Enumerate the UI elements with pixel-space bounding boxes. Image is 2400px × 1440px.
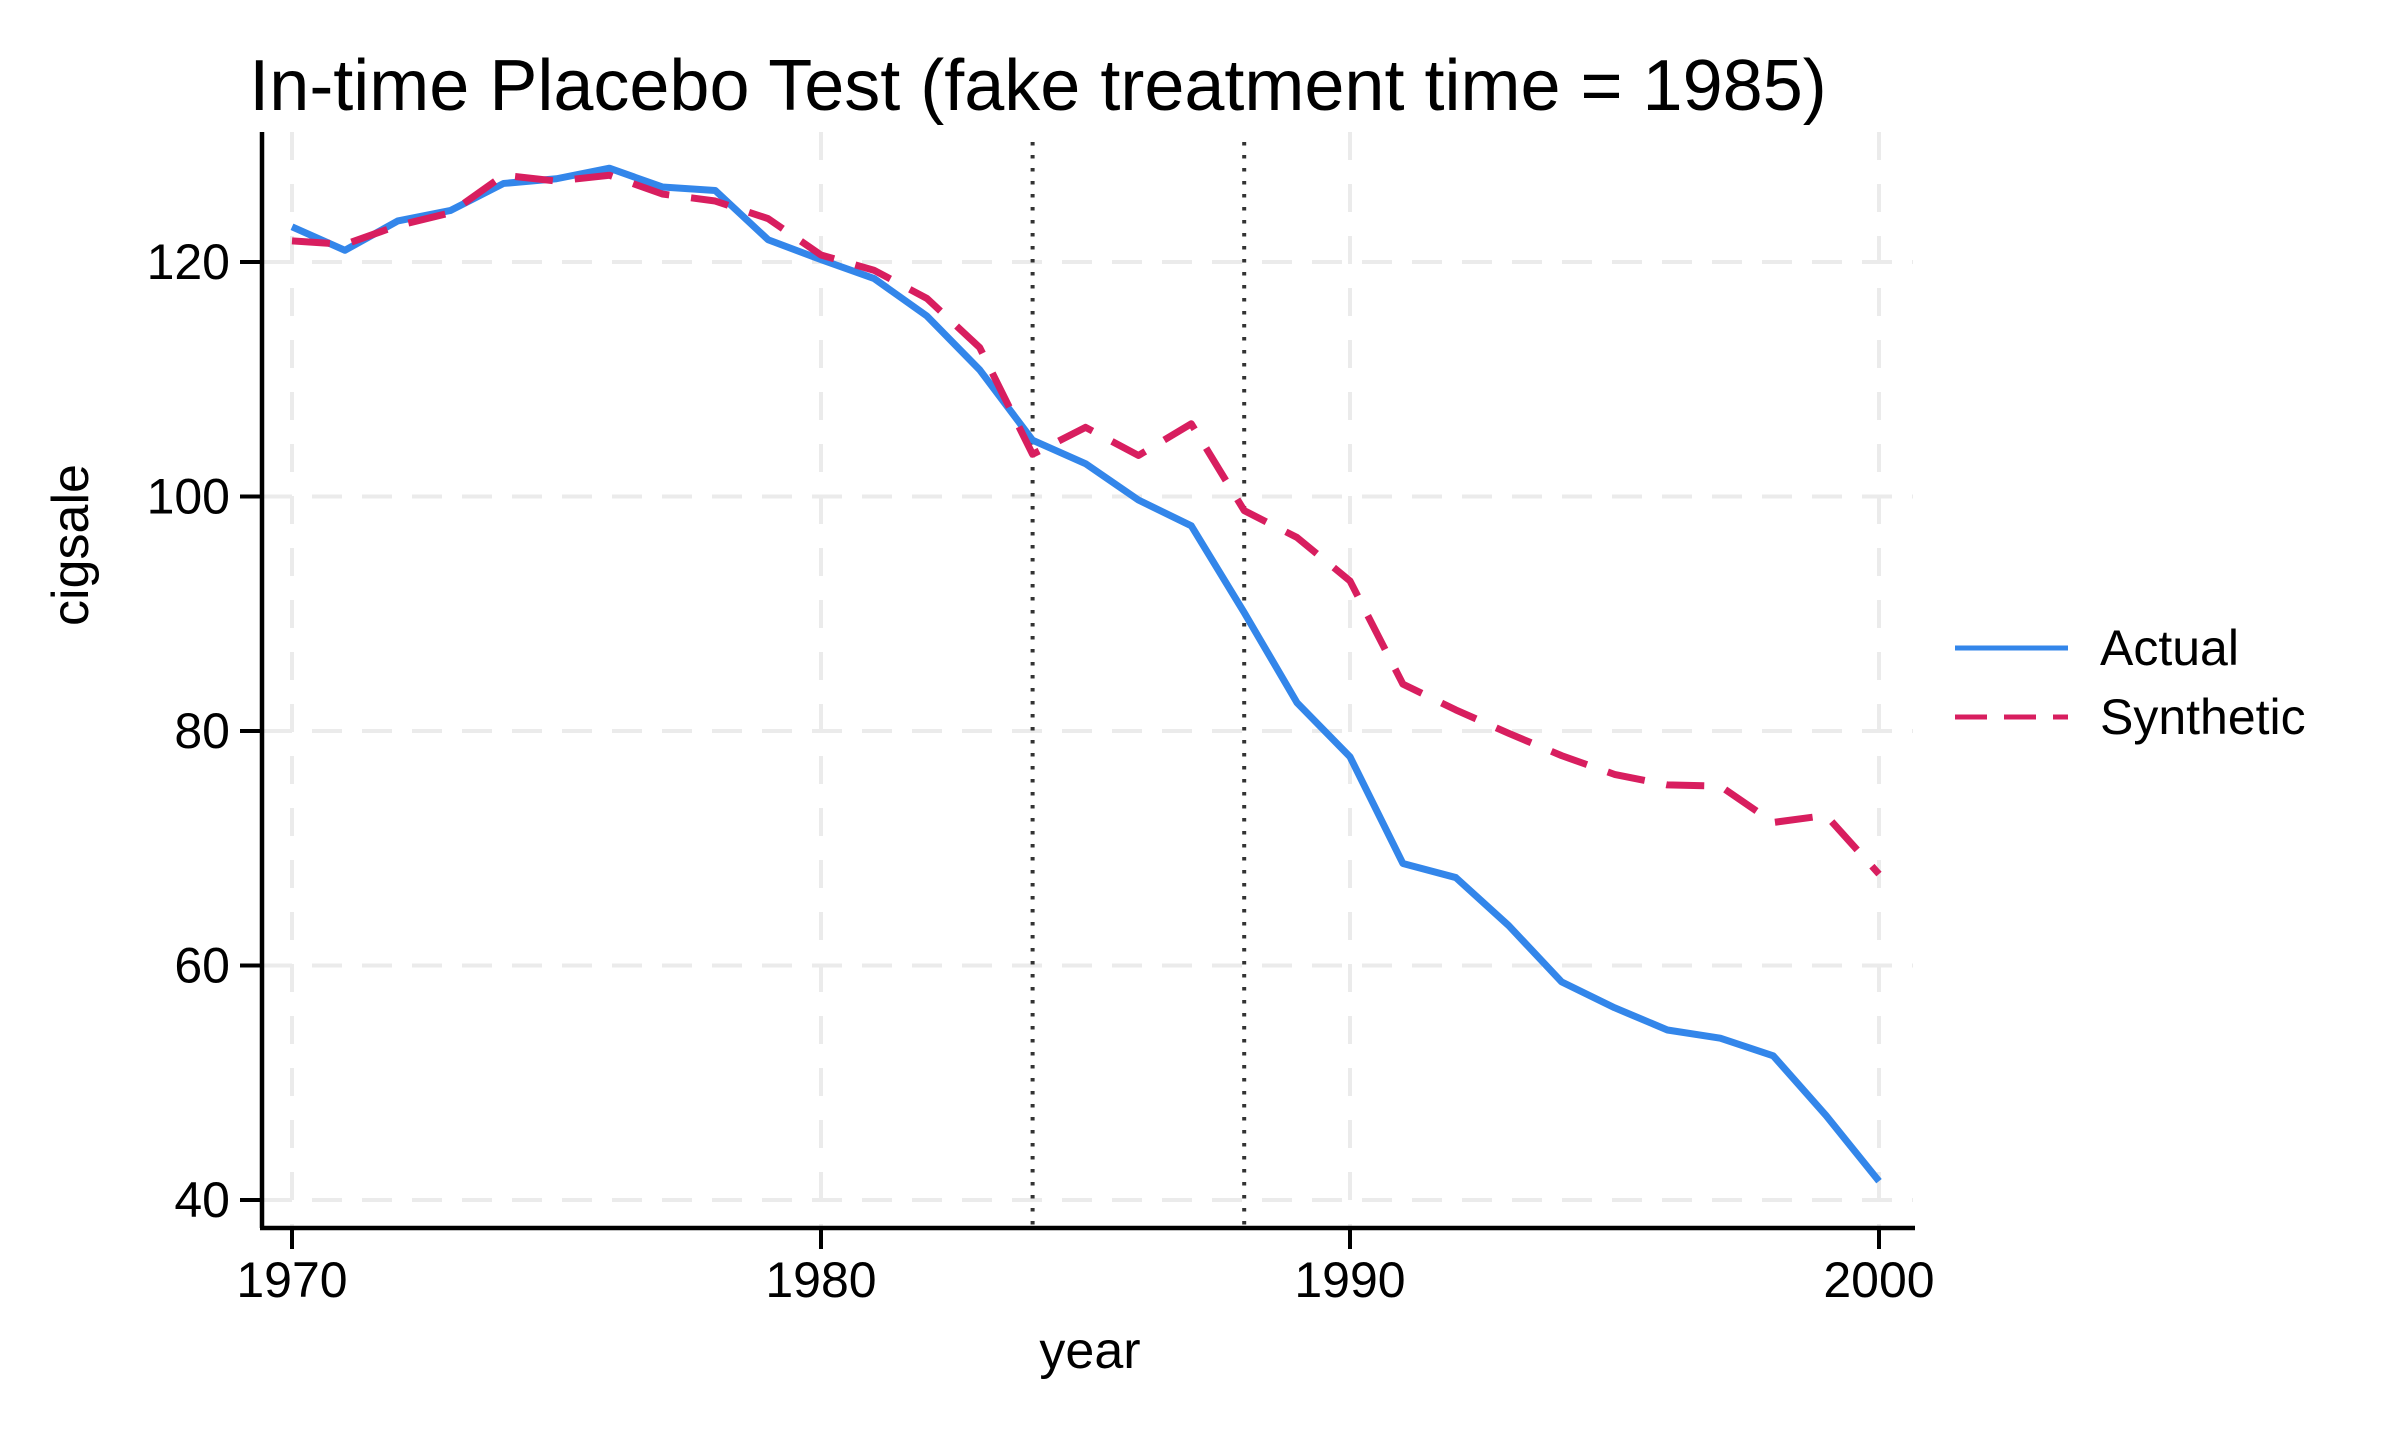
- legend-label-synthetic: Synthetic: [2100, 689, 2306, 745]
- vertical-gridlines: [290, 132, 1881, 1228]
- axes: [259, 132, 1915, 1231]
- legend: Actual Synthetic: [1955, 620, 2306, 745]
- legend-item-synthetic: Synthetic: [1955, 689, 2306, 745]
- x-tick-label-2000: 2000: [1823, 1252, 1934, 1308]
- y-tick-label-100: 100: [147, 469, 230, 525]
- reference-vlines: [1030, 142, 1247, 1228]
- y-tick-label-120: 120: [147, 234, 230, 290]
- y-tick-label-80: 80: [174, 703, 230, 759]
- horizontal-gridlines: [262, 260, 1913, 1202]
- plot-area: [290, 164, 1882, 1184]
- legend-item-actual: Actual: [1955, 620, 2239, 676]
- tick-marks: [240, 260, 1881, 1249]
- legend-label-actual: Actual: [2100, 620, 2239, 676]
- actual-series-line: [290, 164, 1882, 1184]
- x-axis-title: year: [1039, 1322, 1140, 1380]
- x-tick-label-1980: 1980: [765, 1252, 876, 1308]
- chart-title: In-time Placebo Test (fake treatment tim…: [249, 46, 1826, 126]
- y-tick-label-60: 60: [174, 938, 230, 994]
- y-tick-label-40: 40: [174, 1172, 230, 1228]
- x-tick-label-1990: 1990: [1294, 1252, 1405, 1308]
- tick-labels: 40 60 80 100 120 1970 1980 1990 2000: [147, 234, 1935, 1308]
- x-tick-label-1970: 1970: [236, 1252, 347, 1308]
- y-axis-title: cigsale: [42, 464, 100, 626]
- synthetic-series-line: [291, 171, 1882, 877]
